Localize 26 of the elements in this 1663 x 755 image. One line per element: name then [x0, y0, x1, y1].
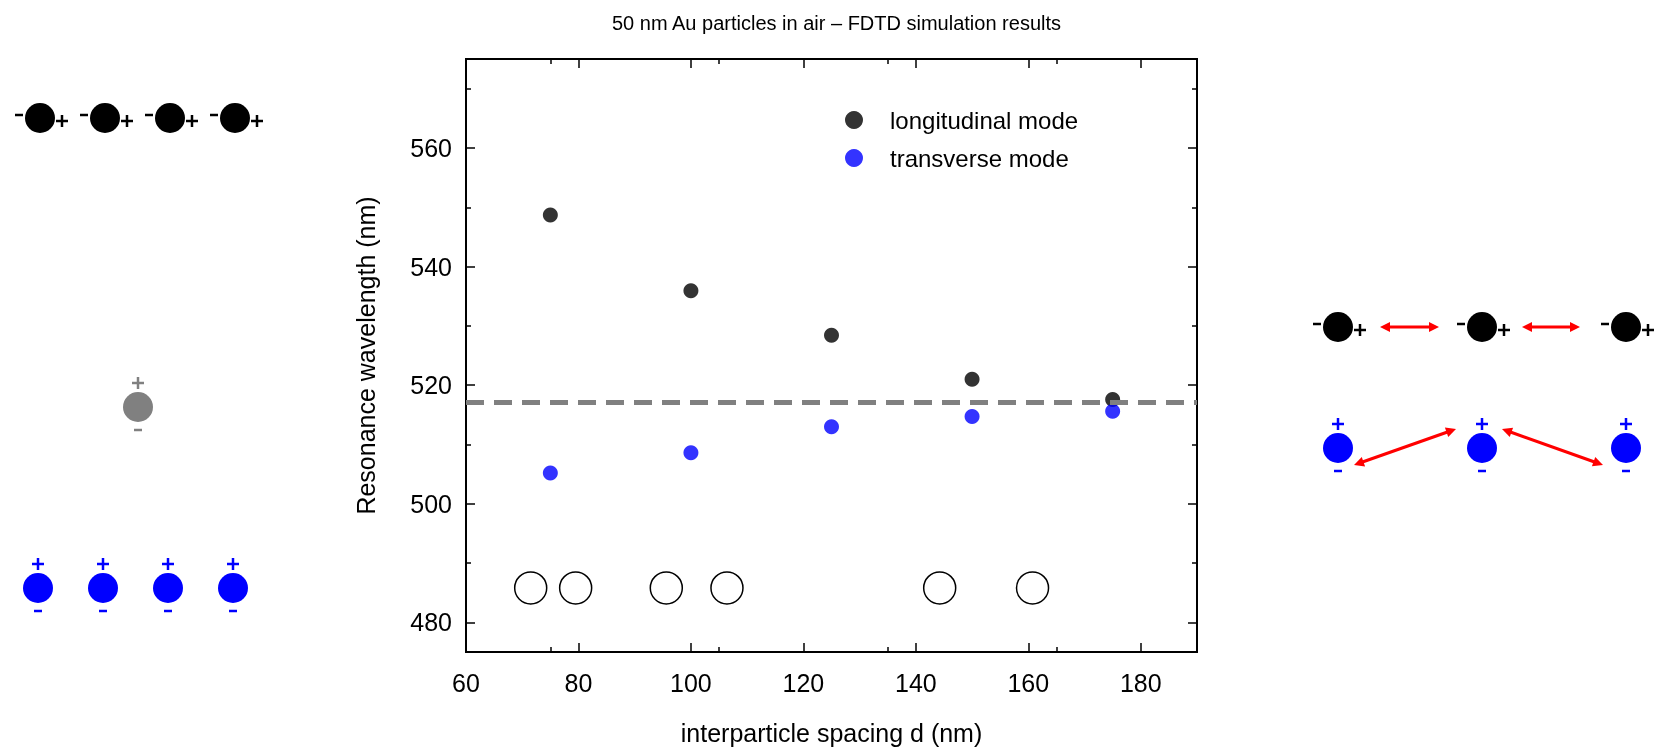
legend-label: longitudinal mode: [890, 106, 1079, 134]
point: [683, 445, 699, 461]
y-tick-label: 500: [410, 489, 452, 518]
y-tick-label: 560: [410, 133, 452, 162]
x-axis-title: interparticle spacing d (nm): [680, 718, 983, 747]
x-tick-label: 140: [894, 668, 937, 697]
x-tick-label: 80: [564, 668, 593, 697]
y-tick-label: 480: [410, 608, 452, 637]
x-tick-label: 60: [452, 668, 480, 697]
point: [964, 371, 980, 387]
x-tick-label: 100: [670, 668, 712, 697]
y-tick-label: 540: [410, 252, 452, 281]
y-tick-label: 520: [410, 371, 452, 400]
point: [1105, 403, 1121, 419]
point: [964, 409, 980, 425]
point: [824, 327, 839, 343]
point: [542, 465, 558, 481]
x-tick-label: 120: [782, 668, 825, 697]
x-tick-label: 180: [1119, 668, 1162, 697]
chart-title: 50 nm Au particles in air – FDTD simulation results: [611, 12, 1062, 34]
point: [542, 207, 558, 223]
x-tick-label: 160: [1007, 668, 1050, 697]
point: [824, 419, 839, 435]
y-axis-title: Resonance wavelength (nm): [351, 196, 380, 515]
legend-label: transverse mode: [890, 144, 1069, 172]
point: [683, 283, 699, 299]
